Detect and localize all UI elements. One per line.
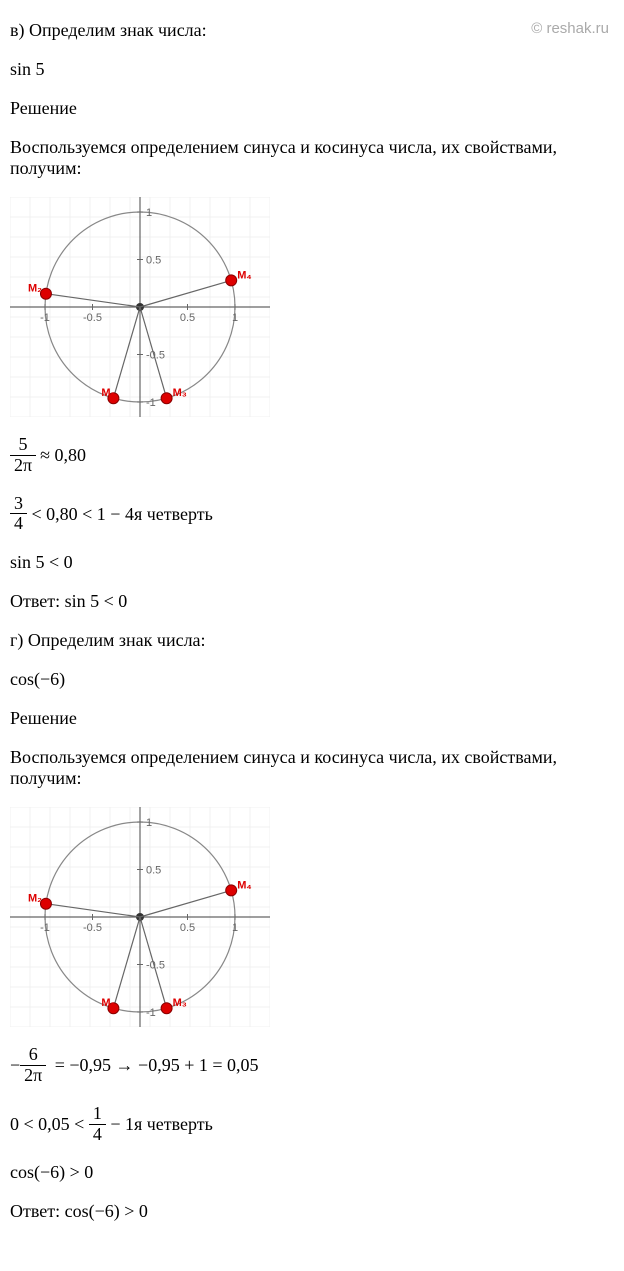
part-g-chart: -1-0.50.51-1-0.50.51M₁M₂M₃M₄ [10, 807, 614, 1027]
neg-sign: − [10, 1055, 20, 1076]
part-v-title: в) Определим знак числа: [10, 20, 614, 41]
frac-num: 1 [89, 1104, 106, 1125]
svg-text:0.5: 0.5 [180, 922, 195, 934]
part-g-answer-line: Ответ: cos(−6) > 0 [10, 1201, 614, 1222]
ineq-rest: − 1я четверть [106, 1114, 213, 1134]
svg-text:1: 1 [146, 817, 152, 829]
frac-approx: ≈ 0,80 [40, 445, 86, 465]
part-g-frac1: − 6 2π = −0,95 → −0,95 + 1 = 0,05 [10, 1045, 614, 1086]
answer-label: Ответ: [10, 591, 65, 611]
ineq-rest: < 0,80 < 1 − 4я четверть [27, 503, 213, 523]
svg-text:M₁: M₁ [101, 387, 115, 399]
svg-text:1: 1 [232, 312, 238, 324]
svg-text:1: 1 [146, 207, 152, 219]
svg-text:-1: -1 [146, 397, 156, 409]
svg-text:M₂: M₂ [28, 893, 42, 905]
svg-text:-1: -1 [146, 1007, 156, 1019]
svg-text:0.5: 0.5 [180, 312, 195, 324]
svg-text:M₄: M₄ [237, 269, 251, 281]
answer-val: cos(−6) > 0 [65, 1201, 148, 1221]
part-v-solution-label: Решение [10, 98, 614, 119]
frac-rest: = −0,95 → −0,95 + 1 = 0,05 [50, 1055, 258, 1075]
svg-text:-1: -1 [40, 312, 50, 324]
ineq-left: 0 < 0,05 < [10, 1114, 89, 1134]
part-v-intro: Воспользуемся определением синуса и коси… [10, 137, 614, 179]
svg-text:M₄: M₄ [237, 880, 251, 892]
answer-val: sin 5 < 0 [65, 591, 128, 611]
part-g-intro: Воспользуемся определением синуса и коси… [10, 747, 614, 789]
frac-num: 6 [20, 1045, 46, 1066]
svg-text:M₂: M₂ [28, 283, 42, 295]
part-v-answer-line: Ответ: sin 5 < 0 [10, 591, 614, 612]
part-g-solution-label: Решение [10, 708, 614, 729]
svg-text:M₁: M₁ [101, 997, 115, 1009]
part-g-expr: cos(−6) [10, 669, 614, 690]
frac-den: 2π [10, 456, 36, 476]
part-v-chart: -1-0.50.51-1-0.50.51M₁M₂M₃M₄ [10, 197, 614, 417]
frac-den: 2π [20, 1066, 46, 1086]
watermark: © reshak.ru [531, 20, 609, 37]
svg-text:1: 1 [232, 922, 238, 934]
frac-den: 4 [89, 1125, 106, 1145]
svg-text:-0.5: -0.5 [83, 312, 102, 324]
svg-text:M₃: M₃ [173, 387, 187, 399]
svg-text:M₃: M₃ [173, 997, 187, 1009]
svg-text:-0.5: -0.5 [83, 922, 102, 934]
frac-num: 5 [10, 435, 36, 456]
answer-label: Ответ: [10, 1201, 65, 1221]
svg-text:0.5: 0.5 [146, 865, 161, 877]
part-v-frac1: 5 2π ≈ 0,80 [10, 435, 614, 476]
frac-num: 3 [10, 494, 27, 515]
part-v-result: sin 5 < 0 [10, 552, 614, 573]
svg-text:0.5: 0.5 [146, 255, 161, 267]
frac-den: 4 [10, 514, 27, 534]
part-g-title: г) Определим знак числа: [10, 630, 614, 651]
part-v-ineq: 3 4 < 0,80 < 1 − 4я четверть [10, 494, 614, 535]
part-g-ineq: 0 < 0,05 < 1 4 − 1я четверть [10, 1104, 614, 1145]
part-g-result: cos(−6) > 0 [10, 1162, 614, 1183]
part-v-expr: sin 5 [10, 59, 614, 80]
svg-text:-1: -1 [40, 922, 50, 934]
